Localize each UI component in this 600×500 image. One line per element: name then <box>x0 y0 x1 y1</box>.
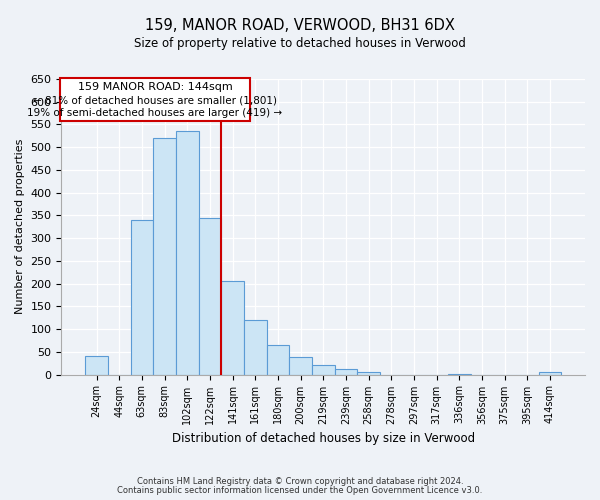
Text: Contains HM Land Registry data © Crown copyright and database right 2024.: Contains HM Land Registry data © Crown c… <box>137 477 463 486</box>
Bar <box>266 345 289 374</box>
Bar <box>357 372 380 374</box>
Bar <box>244 320 266 374</box>
Bar <box>153 138 176 374</box>
Bar <box>176 132 199 374</box>
Y-axis label: Number of detached properties: Number of detached properties <box>15 139 25 314</box>
Bar <box>289 358 312 374</box>
Text: 159, MANOR ROAD, VERWOOD, BH31 6DX: 159, MANOR ROAD, VERWOOD, BH31 6DX <box>145 18 455 32</box>
Text: 19% of semi-detached houses are larger (419) →: 19% of semi-detached houses are larger (… <box>28 108 283 118</box>
Bar <box>199 218 221 374</box>
Bar <box>85 356 108 374</box>
Text: Size of property relative to detached houses in Verwood: Size of property relative to detached ho… <box>134 38 466 51</box>
Text: ← 81% of detached houses are smaller (1,801): ← 81% of detached houses are smaller (1,… <box>33 95 277 105</box>
Bar <box>539 372 561 374</box>
Bar <box>131 220 153 374</box>
Bar <box>335 368 357 374</box>
Bar <box>312 366 335 374</box>
Text: Contains public sector information licensed under the Open Government Licence v3: Contains public sector information licen… <box>118 486 482 495</box>
Bar <box>221 282 244 374</box>
X-axis label: Distribution of detached houses by size in Verwood: Distribution of detached houses by size … <box>172 432 475 445</box>
Text: 159 MANOR ROAD: 144sqm: 159 MANOR ROAD: 144sqm <box>77 82 232 92</box>
